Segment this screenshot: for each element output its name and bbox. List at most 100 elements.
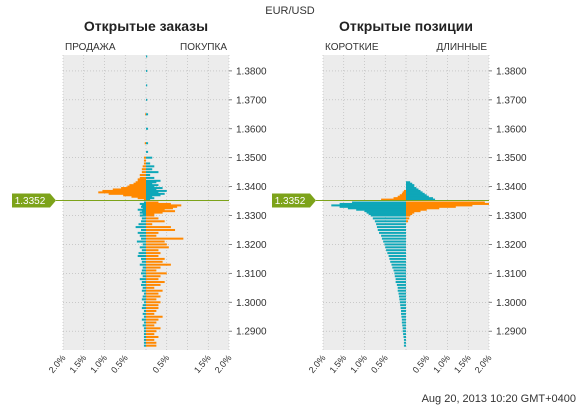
bar xyxy=(146,69,148,72)
bar xyxy=(141,217,146,220)
bar xyxy=(146,289,163,292)
y-tick-label: 1.3100 xyxy=(236,269,267,280)
bar xyxy=(146,312,155,315)
bar xyxy=(131,195,146,198)
bar xyxy=(399,301,406,304)
bar xyxy=(387,252,406,255)
bar xyxy=(146,307,159,310)
bar xyxy=(142,165,146,168)
bar xyxy=(146,237,184,240)
bar xyxy=(376,226,406,229)
bar xyxy=(397,289,406,292)
y-tick-label: 1.3800 xyxy=(236,66,267,77)
bar xyxy=(141,168,146,171)
bar xyxy=(141,171,146,174)
bar xyxy=(146,298,157,301)
bar xyxy=(393,269,406,272)
bar xyxy=(402,191,406,194)
current-price-marker xyxy=(12,193,56,208)
x-tick-label: 0.5% xyxy=(369,353,390,375)
bar xyxy=(112,188,146,191)
bar xyxy=(397,195,406,198)
bar xyxy=(146,231,159,234)
bar xyxy=(139,211,146,214)
x-tick-label: 0.5% xyxy=(150,353,171,375)
bar xyxy=(139,174,146,177)
panel-title: Открытые позиции xyxy=(339,18,473,34)
bar xyxy=(146,214,155,217)
x-tick-label: 1.5% xyxy=(452,353,473,375)
x-tick-label: 2.0% xyxy=(473,353,494,375)
bar xyxy=(142,304,146,307)
bar xyxy=(146,301,161,304)
bar xyxy=(146,188,157,191)
current-price-label: 1.3352 xyxy=(15,196,46,207)
bar xyxy=(389,257,406,260)
y-tick-label: 1.3300 xyxy=(236,211,267,222)
y-tick-label: 1.3200 xyxy=(496,240,527,251)
bar xyxy=(138,252,146,255)
x-tick-label: 1.5% xyxy=(67,353,88,375)
bar xyxy=(139,263,146,266)
bar xyxy=(139,202,146,205)
y-tick-label: 1.3000 xyxy=(236,298,267,309)
bar xyxy=(406,188,419,191)
bar xyxy=(143,162,146,165)
bar xyxy=(403,338,406,341)
bar xyxy=(146,208,165,211)
bar xyxy=(146,184,159,187)
bar xyxy=(143,330,146,333)
bar xyxy=(143,335,146,338)
bar xyxy=(406,208,427,211)
bar xyxy=(146,338,155,341)
bar xyxy=(402,327,406,330)
y-tick-label: 1.3800 xyxy=(496,66,527,77)
bar xyxy=(370,214,406,217)
bar xyxy=(406,211,415,214)
bar xyxy=(146,192,165,195)
bar xyxy=(146,179,161,182)
y-tick-label: 1.3500 xyxy=(496,153,527,164)
bar xyxy=(141,272,146,275)
bar xyxy=(406,187,417,190)
bar xyxy=(339,205,406,208)
bar xyxy=(143,309,146,312)
bar xyxy=(142,295,146,298)
bar xyxy=(146,201,159,204)
x-tick-label: 2.0% xyxy=(47,353,68,375)
bar xyxy=(381,234,406,237)
bar xyxy=(406,217,410,220)
bar xyxy=(406,195,429,198)
right-side-label: ДЛИННЫЕ xyxy=(437,42,488,53)
x-tick-label: 1.5% xyxy=(192,353,213,375)
x-tick-label: 0.5% xyxy=(410,353,431,375)
bar xyxy=(356,208,406,211)
bar xyxy=(146,220,165,223)
bar xyxy=(377,228,406,231)
y-tick-label: 1.3000 xyxy=(496,298,527,309)
bar xyxy=(146,275,161,278)
bar xyxy=(146,187,163,190)
bar xyxy=(138,223,146,226)
bar xyxy=(143,338,146,341)
bar xyxy=(146,210,176,213)
x-tick-label: 0.5% xyxy=(109,353,130,375)
bar xyxy=(146,185,155,188)
bar xyxy=(135,181,146,184)
bar xyxy=(146,113,149,116)
x-tick-label: 2.0% xyxy=(213,353,234,375)
bar xyxy=(403,333,406,336)
y-tick-label: 1.3500 xyxy=(236,153,267,164)
bar xyxy=(381,237,406,240)
x-tick-label: 1.5% xyxy=(327,353,348,375)
left-side-label: ПРОДАЖА xyxy=(65,42,116,53)
bar xyxy=(146,211,163,214)
bar xyxy=(398,295,406,298)
bar xyxy=(390,260,406,263)
y-tick-label: 1.3600 xyxy=(496,124,527,135)
bar xyxy=(406,182,413,185)
bar xyxy=(406,198,436,201)
bar xyxy=(146,252,161,255)
bar xyxy=(394,275,406,278)
